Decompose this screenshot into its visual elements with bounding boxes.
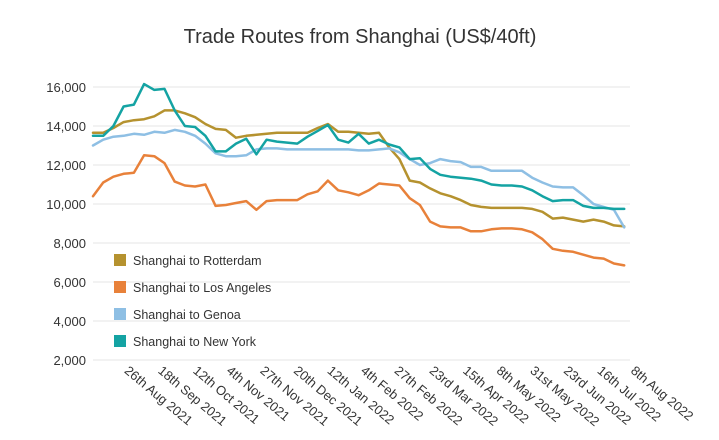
y-tick-label: 4,000 (53, 314, 86, 329)
legend-label: Shanghai to New York (133, 335, 257, 349)
legend: Shanghai to Rotterdam Shanghai to Los Ang… (114, 254, 271, 349)
y-axis-tick-labels: 2,000 4,000 6,000 8,000 10,000 12,000 14,000 16… (46, 80, 86, 368)
legend-swatch (114, 281, 126, 293)
chart-title: Trade Routes from Shanghai (US$/40ft) (184, 26, 537, 48)
y-tick-label: 6,000 (53, 275, 86, 290)
legend-label: Shanghai to Los Angeles (133, 281, 271, 295)
legend-label: Shanghai to Rotterdam (133, 254, 262, 268)
series-line-1 (91, 154, 626, 267)
y-tick-label: 8,000 (53, 236, 86, 251)
series-line-3 (91, 82, 626, 211)
series-lines (91, 82, 626, 267)
y-tick-label: 14,000 (46, 119, 86, 134)
gridlines (93, 86, 630, 361)
y-tick-label: 16,000 (46, 80, 86, 95)
legend-swatch (114, 335, 126, 347)
y-tick-label: 12,000 (46, 158, 86, 173)
series-line-2 (91, 128, 626, 229)
y-tick-label: 2,000 (53, 353, 86, 368)
legend-label: Shanghai to Genoa (133, 308, 241, 322)
y-tick-label: 10,000 (46, 197, 86, 212)
legend-swatch (114, 308, 126, 320)
legend-swatch (114, 254, 126, 266)
